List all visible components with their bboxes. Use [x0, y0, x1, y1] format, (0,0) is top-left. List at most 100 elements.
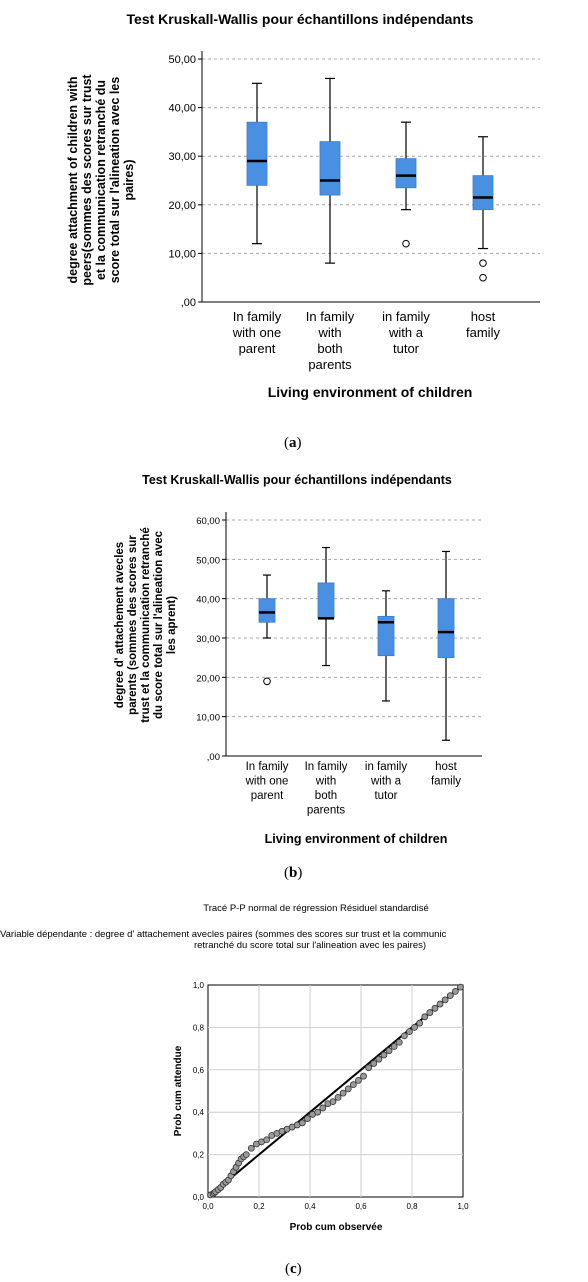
data-point	[400, 1032, 408, 1040]
y-tick-label: 10,00	[168, 248, 196, 260]
x-axis-label: Living environment of children	[268, 384, 473, 400]
data-point	[411, 1023, 418, 1031]
data-point	[314, 1108, 322, 1116]
data-point	[395, 1038, 403, 1046]
x-tick-label: 0,2	[253, 1202, 265, 1211]
box	[258, 598, 276, 623]
data-point	[390, 1043, 398, 1050]
chart-title: Test Kruskall-Wallis pour échantillons i…	[127, 11, 474, 27]
y-tick-label: 0,8	[193, 1023, 205, 1032]
data-point	[451, 987, 459, 995]
data-point	[416, 1019, 424, 1027]
data-point	[344, 1085, 352, 1093]
panel-label-c: (c)	[285, 1261, 302, 1277]
data-point	[446, 992, 454, 999]
data-point	[339, 1089, 347, 1097]
x-tick-label: 0,4	[304, 1202, 316, 1211]
data-point	[406, 1028, 413, 1036]
x-tick-label: 1,0	[457, 1202, 469, 1211]
category-label: both	[315, 790, 337, 802]
data-point	[360, 1072, 367, 1080]
outlier-point	[479, 259, 487, 267]
category-label: in family	[382, 309, 430, 324]
category-label: family	[431, 776, 461, 788]
x-tick-label: 0,8	[406, 1202, 418, 1211]
data-point	[263, 1136, 271, 1144]
y-tick-label: 20,00	[196, 673, 220, 684]
category-label: host	[435, 761, 458, 773]
category-label: tutor	[374, 790, 397, 802]
chart-subtitle-line: retranché du score total sur l'alineatio…	[194, 940, 426, 951]
panel-label-a: (a)	[284, 435, 302, 451]
category-label: with	[315, 776, 336, 788]
data-point	[385, 1047, 393, 1055]
box	[377, 615, 395, 657]
category-label: In family	[305, 761, 348, 773]
data-point	[441, 996, 449, 1004]
category-label: tutor	[393, 341, 420, 356]
category-label: with one	[245, 776, 289, 788]
data-point	[242, 1151, 250, 1159]
panel-label-b: (b)	[284, 865, 303, 881]
outlier-point	[479, 273, 487, 282]
data-point	[436, 1000, 444, 1008]
data-point	[421, 1013, 429, 1021]
data-point	[319, 1104, 327, 1112]
box	[437, 598, 455, 659]
category-label: parent	[251, 790, 284, 802]
y-tick-label: 40,00	[168, 103, 196, 115]
y-tick-label: 30,00	[168, 151, 196, 163]
y-tick-label: ,00	[207, 752, 220, 763]
data-point	[334, 1093, 342, 1101]
data-point	[365, 1064, 373, 1072]
category-label: family	[466, 325, 500, 340]
y-axis-label: Prob cum attendue	[173, 1045, 184, 1136]
category-label: In family	[233, 309, 282, 324]
data-point	[298, 1119, 306, 1127]
y-tick-label: 50,00	[168, 54, 196, 66]
y-tick-label: 20,00	[168, 200, 196, 212]
outlier-point	[263, 677, 271, 686]
y-axis-label-line: degree attachment of children with	[66, 77, 80, 284]
y-tick-label: 50,00	[196, 555, 220, 566]
box	[472, 175, 494, 211]
chart-title: Test Kruskall-Wallis pour échantillons i…	[142, 473, 452, 487]
x-axis-label: Living environment of children	[265, 832, 448, 846]
y-axis-label-line: trust et la communication retranché	[140, 527, 152, 723]
data-point	[370, 1060, 378, 1067]
y-tick-label: 0,0	[193, 1193, 205, 1202]
y-tick-label: 30,00	[196, 634, 220, 645]
category-label: with one	[232, 325, 281, 340]
category-label: In family	[306, 309, 355, 324]
pp-plot-chart-c: Tracé P-P normal de régression Résiduel …	[0, 903, 469, 1233]
outlier-point	[402, 239, 410, 248]
category-label: parent	[239, 341, 276, 356]
box	[395, 158, 417, 189]
y-axis-label-line: du score total sur l'alineation avec	[153, 530, 165, 719]
y-tick-label: 10,00	[196, 713, 220, 724]
data-point	[349, 1081, 357, 1089]
x-tick-label: 0,6	[355, 1202, 367, 1211]
y-tick-label: 0,2	[193, 1151, 205, 1160]
box	[317, 582, 335, 619]
y-tick-label: 0,4	[193, 1108, 205, 1117]
category-label: with	[317, 325, 341, 340]
category-label: both	[317, 341, 342, 356]
y-tick-label: ,00	[181, 297, 196, 309]
y-axis-label-line: peers(sommes des scores sur trust	[80, 74, 94, 286]
boxplot-chart-a: Test Kruskall-Wallis pour échantillons i…	[66, 11, 540, 400]
y-axis-label-line: degree d' attachement avecles	[114, 542, 126, 708]
data-point	[375, 1055, 383, 1063]
data-point	[431, 1004, 439, 1012]
y-axis-label-line: et la communication retranché du	[94, 80, 108, 280]
data-point	[329, 1098, 337, 1106]
data-point	[247, 1144, 255, 1152]
category-label: in family	[365, 761, 407, 773]
box	[319, 141, 341, 196]
category-label: host	[471, 309, 496, 324]
data-point	[457, 983, 464, 991]
box	[246, 121, 268, 186]
category-label: with a	[388, 325, 424, 340]
y-tick-label: 1,0	[193, 981, 205, 990]
category-label: In family	[246, 761, 289, 773]
